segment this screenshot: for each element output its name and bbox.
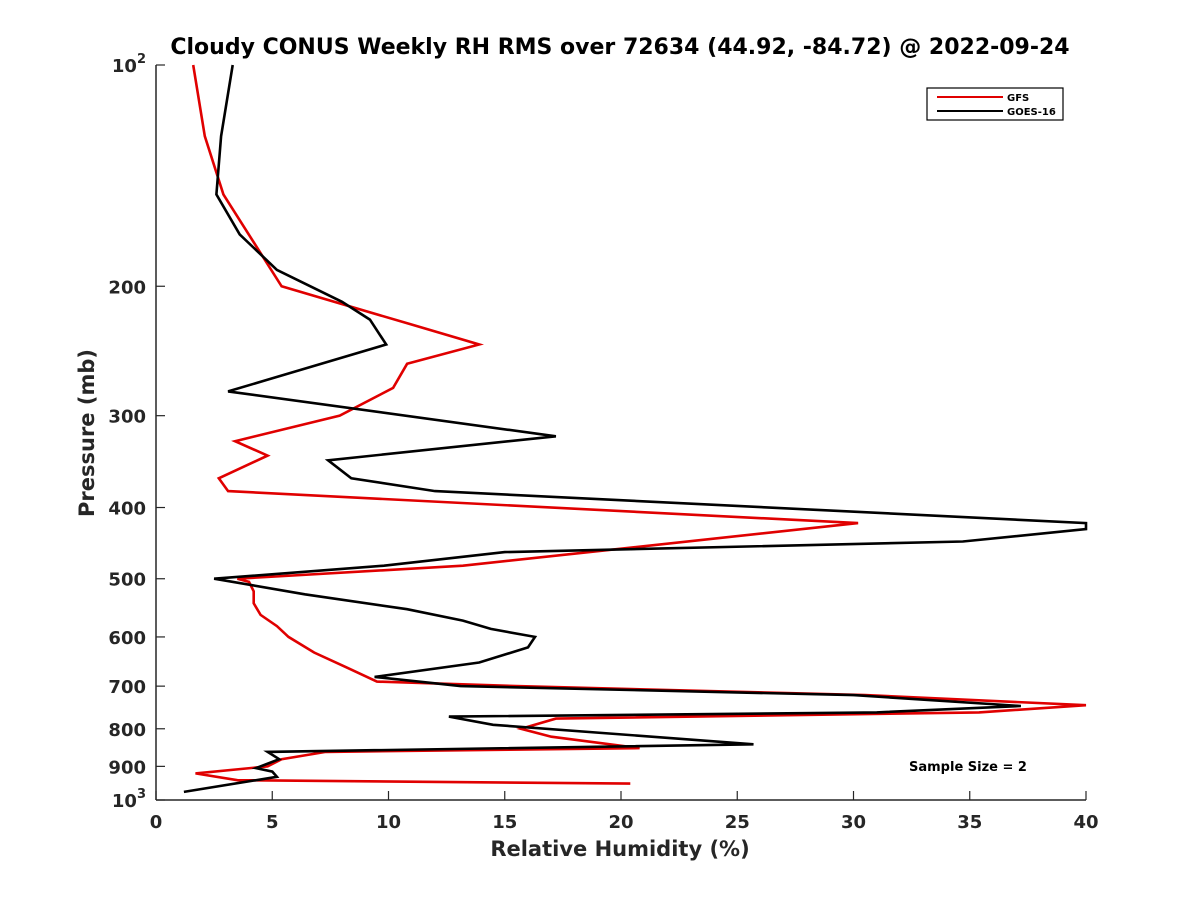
legend-label-goes16: GOES-16 xyxy=(1007,107,1056,118)
sample-size-annotation: Sample Size = 2 xyxy=(909,760,1027,775)
y-tick-label: 200 xyxy=(108,277,146,298)
x-tick-label: 5 xyxy=(266,812,279,833)
series-layer xyxy=(183,64,1088,794)
y-axis-ticks: 102 200 300 400 500 600 700 800 900 103 xyxy=(108,52,165,812)
y-axis-label: Pressure (mb) xyxy=(75,349,99,517)
x-tick-label: 30 xyxy=(841,812,866,833)
y-tick-label: 900 xyxy=(108,757,146,778)
series-line-goes16 xyxy=(183,64,1088,794)
plot-area: 0 5 10 15 20 25 30 35 40 102 200 300 400 500 600 700 80… xyxy=(108,52,1098,833)
series-line-gfs xyxy=(191,64,1087,785)
x-tick-label: 0 xyxy=(150,812,163,833)
y-tick-label: 300 xyxy=(108,407,146,428)
x-tick-label: 15 xyxy=(492,812,517,833)
legend-box xyxy=(926,87,1064,121)
x-tick-label: 20 xyxy=(608,812,633,833)
x-tick-label: 10 xyxy=(376,812,401,833)
x-axis-ticks: 0 5 10 15 20 25 30 35 40 xyxy=(150,791,1099,833)
y-tick-label: 102 xyxy=(112,52,146,77)
y-tick-label: 600 xyxy=(108,628,146,649)
y-tick-label: 500 xyxy=(108,570,146,591)
x-tick-label: 25 xyxy=(725,812,750,833)
chart-title: Cloudy CONUS Weekly RH RMS over 72634 (4… xyxy=(170,35,1069,60)
x-axis-label: Relative Humidity (%) xyxy=(490,837,749,861)
plot-background xyxy=(156,65,1086,800)
legend: GFS GOES-16 xyxy=(926,87,1064,121)
y-tick-label: 400 xyxy=(108,499,146,520)
x-tick-label: 40 xyxy=(1073,812,1098,833)
y-tick-label: 700 xyxy=(108,677,146,698)
y-tick-label: 103 xyxy=(112,787,146,812)
legend-label-gfs: GFS xyxy=(1007,93,1029,104)
y-tick-label: 800 xyxy=(108,720,146,741)
x-tick-label: 35 xyxy=(957,812,982,833)
